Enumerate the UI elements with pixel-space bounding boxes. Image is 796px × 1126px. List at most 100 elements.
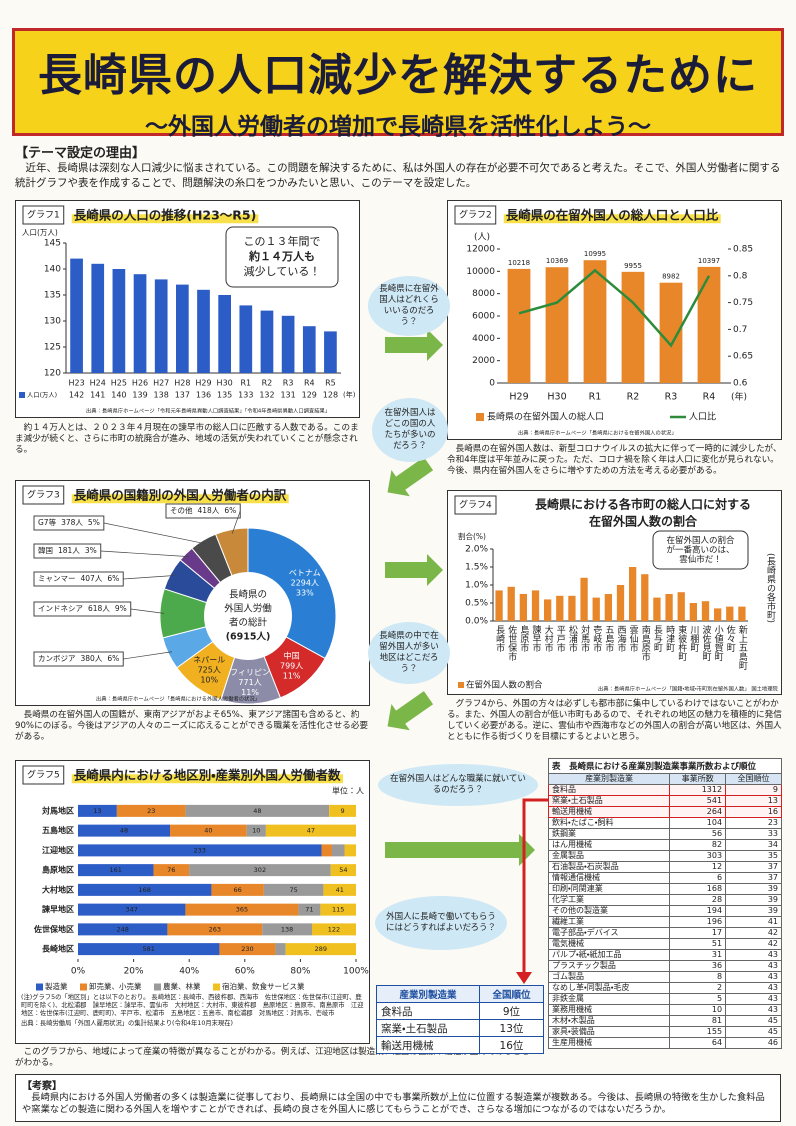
table-cell: 36: [669, 960, 727, 972]
table-cell: 家具・装備品: [547, 1026, 671, 1038]
table-body: 食料品 9位 窯業・土石製品 13位 輸送用機械 16位: [376, 1002, 545, 1054]
x-tick-label: 五島市: [603, 625, 614, 653]
table-row: 金属製品 303 35: [547, 850, 782, 862]
slice-count: 771人: [238, 677, 261, 686]
conclusion-text: 長崎県内における外国人労働者の多くは製造業に従事しており、長崎県には全国の中でも…: [22, 1092, 765, 1115]
slice-label: G7等 378人 5%: [38, 517, 100, 527]
value-label: 23: [147, 807, 155, 815]
label-box: [22, 765, 65, 785]
table-cell: 168: [669, 883, 727, 895]
bar-segment: [78, 804, 117, 817]
bar-segment: [329, 804, 356, 817]
bar-segment: [189, 864, 331, 877]
bar: [556, 595, 564, 621]
x-tick-label: H24: [90, 379, 106, 388]
table-cell: 43: [725, 971, 782, 983]
slice-percent: 33%: [296, 588, 314, 597]
x-tick-label: R4: [703, 392, 716, 403]
chart: グラフ1 長崎県の人口の推移(H23～R5) 120 125 130 135 140 145 H…: [15, 200, 360, 418]
x-tick-label: R1: [240, 379, 251, 388]
legend-label: 長崎県の在留外国人の総人口: [487, 411, 604, 423]
table-cell: 9: [725, 784, 782, 796]
table-row: 生産用機械 64 46: [547, 1037, 782, 1049]
value-label: 133: [238, 391, 253, 400]
value-label: 122: [328, 925, 340, 933]
bar: [738, 606, 746, 621]
bar: [697, 266, 721, 383]
bar: [714, 608, 722, 621]
label-box: [454, 205, 497, 225]
table-cell: 34: [725, 839, 782, 851]
y-tick-label: 140: [44, 265, 61, 275]
x-tick-label: 40%: [179, 967, 199, 977]
table-cell: 43: [725, 982, 782, 994]
value-label: 10995: [584, 250, 606, 258]
table-cell: 情報通信機械: [547, 872, 671, 884]
bar: [281, 315, 295, 373]
slice-label: 中国 799人 11%: [280, 650, 303, 680]
slice-name: ネパール: [193, 655, 225, 664]
arrow: [387, 691, 434, 731]
bar-segment: [170, 824, 247, 837]
source: 出典：長崎労働局「外国人雇用状況」の集計結果より(令和4年10月末現在): [21, 1020, 234, 1027]
table-cell: 64: [669, 1037, 727, 1049]
value-label: 347: [126, 906, 138, 914]
table-cell: 194: [669, 905, 727, 917]
table-cell: パルプ・紙・紙加工品: [547, 949, 671, 961]
table-cell: 1312: [669, 784, 727, 796]
table-row: パルプ・紙・紙加工品 31 43: [547, 949, 782, 961]
table-cell: 13位: [478, 1019, 545, 1037]
table-cell: ゴム製品: [547, 971, 671, 983]
value-label: 66: [234, 886, 242, 894]
bar-segment: [320, 903, 356, 916]
table-cell: 10: [669, 1004, 727, 1016]
table-row: 鉄鋼業 56 33: [547, 828, 782, 840]
red-arrow-head: [516, 972, 532, 984]
x-tick-label: 大村市: [543, 624, 554, 653]
x-tick-label: R3: [665, 392, 678, 403]
legend-swatch: [153, 983, 161, 991]
y-tick-label: 130: [44, 317, 61, 327]
slice-percent: 6%: [224, 506, 236, 515]
annotation: この１３年間で: [244, 234, 321, 248]
table-cell: 繊維工業: [547, 916, 671, 928]
slice-label: ネパール 725人 10%: [193, 655, 225, 684]
leader-line: [130, 608, 165, 614]
chart: グラフ2 長崎県の在留外国人の総人口と人口比 0 2000 4000 6000 8000 10…: [447, 200, 782, 440]
table-cell: 82: [669, 839, 727, 851]
table-cell: 6: [669, 872, 727, 884]
unit-label: 単位：人: [332, 786, 364, 796]
y-tick-label: 0: [489, 379, 495, 389]
slice-name: ベトナム: [289, 568, 321, 577]
bar: [583, 260, 607, 383]
table-cell: なめし革・同製品・毛皮: [547, 982, 671, 994]
y-tick-label: 125: [44, 343, 61, 353]
value-label: 248: [116, 925, 128, 933]
y-tick-label: 1.5%: [465, 563, 488, 573]
value-label: 141: [90, 391, 105, 400]
annotation: 約１４万人も: [248, 249, 315, 263]
y-tick-label: 0.8: [733, 271, 748, 281]
value-label: 9: [340, 807, 344, 815]
table-cell: 12: [669, 861, 727, 873]
table-cell: 金属製品: [547, 850, 671, 862]
chart-title: 長崎県における各市町の総人口に対する: [535, 497, 751, 512]
annotation-box: [225, 226, 339, 288]
value-label: 71: [305, 906, 313, 914]
bar: [641, 574, 649, 621]
bar: [260, 310, 274, 373]
table-header: 産業別製造業 事業所数 全国順位: [547, 773, 782, 785]
table-cell: 39: [725, 905, 782, 917]
x-tick-label: 松浦市: [567, 624, 578, 653]
title: 長崎県の人口減少を解決するために: [38, 50, 758, 101]
table-row: 化学工業 28 39: [547, 894, 782, 906]
bar: [545, 267, 569, 383]
table-cell: 非鉄金属: [547, 993, 671, 1005]
bar: [112, 269, 126, 373]
chart-title: 長崎県の国籍別の外国人労働者の内訳: [74, 488, 287, 503]
x-tick-label: H30: [547, 392, 566, 403]
value-label: 135: [217, 391, 232, 400]
bar-segment: [344, 844, 356, 857]
annotation-box: [652, 530, 749, 570]
y-tick-label: 大村地区: [42, 884, 74, 894]
